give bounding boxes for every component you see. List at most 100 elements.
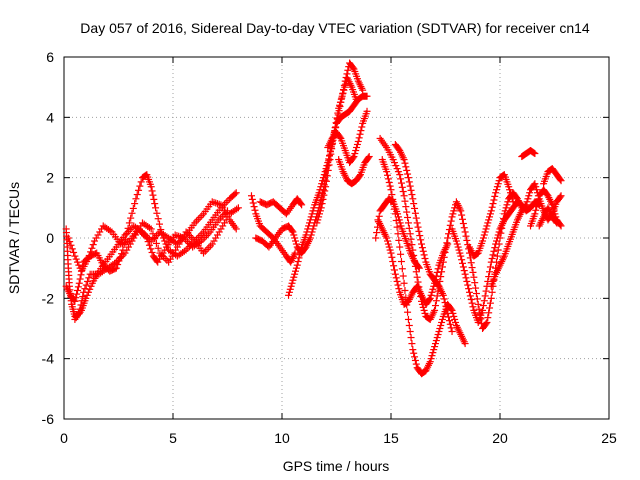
data-point <box>285 291 293 299</box>
data-point <box>332 119 340 127</box>
data-point <box>127 214 135 222</box>
data-point <box>445 317 453 325</box>
data-point <box>350 153 358 161</box>
x-tick-label: 25 <box>601 430 617 446</box>
data-point <box>336 98 344 106</box>
data-point <box>404 315 412 323</box>
data-point <box>434 265 442 273</box>
data-point <box>288 227 296 235</box>
data-point <box>434 331 442 339</box>
data-point <box>72 255 80 263</box>
y-tick-label: 6 <box>46 49 54 65</box>
data-point <box>437 273 445 281</box>
data-point <box>286 285 294 293</box>
data-point <box>446 221 454 229</box>
data-point <box>411 204 419 212</box>
data-point <box>64 234 72 242</box>
data-point <box>481 228 489 236</box>
data-point <box>482 287 490 295</box>
data-point <box>431 302 439 310</box>
data-point <box>479 306 487 314</box>
data-point <box>415 264 423 272</box>
data-point <box>444 240 452 248</box>
data-point <box>302 231 310 239</box>
data-point <box>83 291 91 299</box>
data-point <box>401 286 409 294</box>
data-point <box>393 223 401 231</box>
data-point <box>204 230 212 238</box>
data-point <box>287 282 295 290</box>
data-point <box>87 248 95 256</box>
data-point <box>418 244 426 252</box>
data-point <box>331 124 339 132</box>
data-point <box>154 244 162 252</box>
data-point <box>388 191 396 199</box>
data-point <box>349 64 357 72</box>
data-point <box>459 220 467 228</box>
data-point <box>249 199 257 207</box>
data-point <box>472 284 480 292</box>
data-point <box>421 255 429 263</box>
data-point <box>353 140 361 148</box>
data-point <box>493 252 501 260</box>
data-point <box>557 177 565 185</box>
data-point <box>462 232 470 240</box>
data-point <box>405 321 413 329</box>
data-point <box>451 315 459 323</box>
data-point <box>323 172 331 180</box>
data-point <box>401 197 409 205</box>
data-point <box>489 251 497 259</box>
data-point <box>294 258 302 266</box>
data-point <box>251 206 259 214</box>
data-point <box>493 234 501 242</box>
data-point <box>503 201 511 209</box>
data-point <box>295 254 303 262</box>
data-point <box>84 277 92 285</box>
data-point <box>479 302 487 310</box>
data-point <box>356 172 364 180</box>
data-point <box>373 223 381 231</box>
data-point <box>314 216 322 224</box>
data-point <box>468 299 476 307</box>
data-point <box>392 162 400 170</box>
data-point <box>289 276 297 284</box>
data-point <box>148 187 156 195</box>
data-point <box>129 204 137 212</box>
data-point <box>66 238 74 246</box>
data-point <box>403 208 411 216</box>
data-point <box>305 219 313 227</box>
data-point <box>495 228 503 236</box>
data-point <box>490 196 498 204</box>
data-point <box>397 250 405 258</box>
data-point <box>436 325 444 332</box>
data-point <box>194 215 202 223</box>
data-point <box>459 215 467 223</box>
data-point <box>493 183 501 191</box>
data-point <box>484 219 492 227</box>
data-point <box>552 218 560 226</box>
data-point <box>391 270 399 278</box>
data-point <box>339 89 347 97</box>
data-point <box>450 207 458 215</box>
data-point <box>320 171 328 179</box>
data-point <box>460 267 468 275</box>
data-point <box>452 237 460 245</box>
x-axis-label: GPS time / hours <box>283 458 390 474</box>
data-point <box>390 262 398 270</box>
data-point <box>428 352 436 360</box>
data-point <box>488 203 496 211</box>
x-tick-label: 5 <box>169 430 177 446</box>
data-point <box>447 305 455 313</box>
data-point <box>507 192 515 200</box>
data-point <box>431 343 439 351</box>
data-point <box>457 252 465 260</box>
data-point <box>426 358 434 366</box>
data-point <box>455 246 463 254</box>
data-point <box>486 210 494 218</box>
y-tick-label: 0 <box>46 230 54 246</box>
data-point <box>363 107 371 115</box>
data-point <box>234 204 242 212</box>
data-point <box>420 251 428 259</box>
data-point <box>71 252 79 260</box>
data-point <box>427 291 435 299</box>
